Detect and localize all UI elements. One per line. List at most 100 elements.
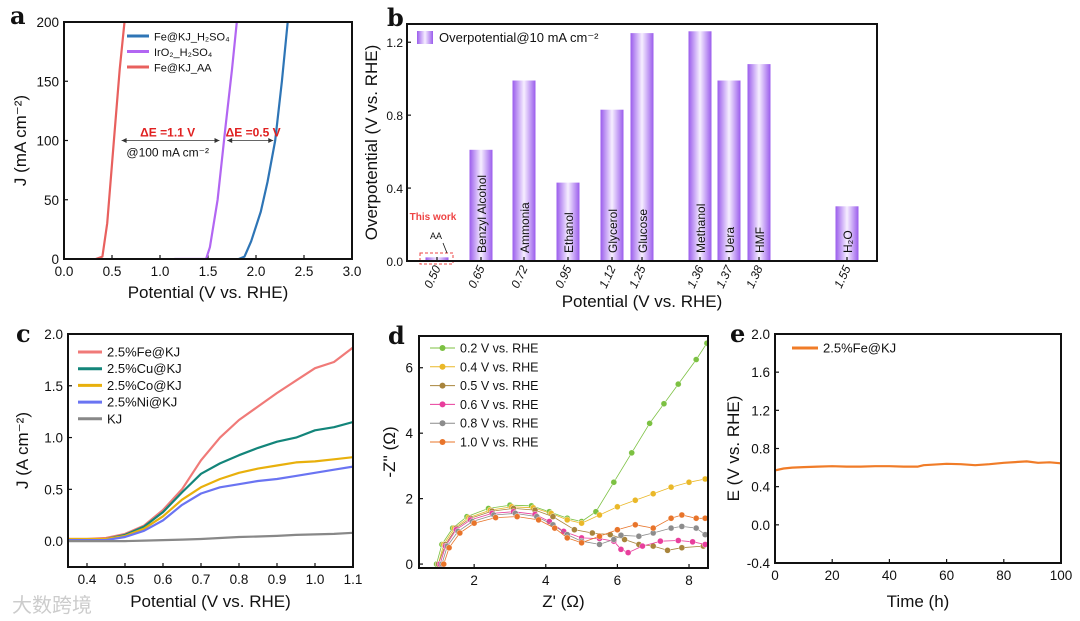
data-point (689, 538, 696, 546)
data-point (703, 339, 708, 347)
bar-0.72 (512, 80, 536, 261)
x-tick-label: 0.9 (268, 572, 287, 587)
data-point (578, 539, 585, 547)
legend-label: 0.6 V vs. RHE (460, 398, 539, 412)
data-point (564, 534, 571, 542)
legend-marker (439, 345, 446, 351)
x-tick-label: 3.0 (343, 264, 362, 279)
y-tick-label: 6 (405, 361, 413, 376)
x-tick-label: 0.95 (552, 263, 575, 290)
data-point (639, 542, 646, 550)
legend-label: Fe@KJ_H₂SO₄ (154, 32, 230, 44)
y-tick-label: 1.2 (386, 36, 403, 50)
plot-area (775, 460, 1061, 472)
legend-label: 2.5%Fe@KJ (823, 341, 896, 356)
bar-name-label: H₂O (841, 230, 855, 253)
data-point (701, 515, 708, 522)
legend-label: 0.4 V vs. RHE (460, 360, 539, 374)
data-point (610, 536, 618, 543)
legend-label: 2.5%Fe@KJ (107, 345, 180, 360)
data-point (692, 524, 700, 532)
y-tick-label: 4 (405, 426, 413, 441)
legend-marker (439, 382, 446, 389)
panel-b: b 0.0 0.4 0.8 1.2 Potential (V vs. RHE) Overpo… (362, 3, 878, 311)
data-point (456, 529, 464, 537)
y-tick-label: 0.5 (44, 482, 63, 497)
panel-e: e -0.4 0.0 0.4 0.8 1.2 1.6 2.0 0 20 40 60 80 100 Time … (724, 319, 1072, 611)
x-tick-label: 6 (614, 573, 622, 588)
panel-letter: e (730, 319, 745, 348)
data-point (621, 536, 628, 543)
x-tick-label: 1.36 (684, 263, 707, 290)
x-tick-label: 0.50 (421, 263, 444, 290)
x-tick-label: 1.0 (306, 572, 325, 587)
data-point (614, 526, 621, 533)
bar-1.36 (688, 31, 712, 261)
legend-label: 2.5%Cu@KJ (107, 361, 182, 376)
x-axis-label: Potential (V vs. RHE) (130, 592, 291, 611)
bar-1.55 (835, 206, 859, 261)
data-point (628, 449, 635, 457)
data-point (685, 479, 693, 486)
bar-name-label: HMF (753, 227, 767, 253)
panel-letter: c (16, 319, 31, 348)
x-tick-label: 0.65 (465, 263, 488, 290)
legend-label: 0.2 V vs. RHE (460, 342, 539, 356)
y-axis-label: J (A cm⁻²) (13, 412, 32, 489)
y-tick-label: 0.0 (751, 518, 770, 533)
plot-area (95, 22, 289, 259)
data-point (678, 544, 686, 551)
legend-label: Fe@KJ_AA (154, 63, 212, 75)
data-point (660, 400, 668, 407)
legend-label: 1.0 V vs. RHE (460, 436, 539, 450)
plot-frame (406, 23, 878, 262)
y-tick-label: 0.8 (386, 109, 403, 123)
legend-label: 0.5 V vs. RHE (460, 379, 539, 393)
y-tick-label: 1.2 (751, 403, 770, 418)
data-point (650, 490, 657, 497)
series-line-0 (775, 460, 1061, 472)
bar-name-label: Uera (723, 227, 737, 253)
data-point (549, 513, 557, 520)
y-tick-label: 200 (36, 15, 59, 30)
plot-frame (63, 21, 353, 260)
data-point (535, 516, 542, 524)
data-point (617, 546, 625, 553)
delta-e-label-1: ΔE =1.1 V (140, 126, 195, 140)
series-line-2 (95, 22, 126, 259)
y-tick-label: 1.5 (44, 379, 63, 394)
data-point (675, 380, 682, 388)
y-axis-label: Overpotential (V vs. RHE) (362, 45, 381, 241)
y-tick-label: 50 (44, 193, 59, 208)
condition-label: @100 mA cm⁻² (126, 146, 209, 160)
series-line-0 (238, 22, 289, 259)
data-point (610, 479, 618, 486)
aa-label: AA (430, 231, 442, 241)
data-point (701, 531, 708, 538)
y-tick-label: -0.4 (747, 556, 771, 571)
x-tick-label: 0.72 (508, 263, 531, 290)
data-point (701, 541, 708, 548)
x-axis-label: Time (h) (887, 592, 950, 611)
data-point (578, 519, 585, 527)
series-line-0 (68, 346, 353, 541)
data-point (571, 526, 578, 533)
x-tick-label: 1.5 (199, 264, 218, 279)
x-tick-label: 0.5 (116, 572, 135, 587)
x-tick-label: 4 (542, 573, 550, 588)
x-tick-label: 1.12 (596, 263, 619, 290)
x-tick-label: 1.37 (713, 262, 736, 290)
data-point (667, 524, 675, 532)
bar-name-label: Ammonia (518, 202, 532, 253)
bar-1.25 (630, 33, 654, 261)
data-point (635, 533, 643, 540)
x-tick-label: 8 (685, 573, 693, 588)
x-axis-label: Potential (V vs. RHE) (128, 283, 289, 302)
x-tick-label: 60 (939, 568, 954, 583)
x-tick-label: 0.0 (55, 264, 74, 279)
bar-name-label: Benzyl Alcohol (475, 175, 489, 253)
data-point (596, 541, 603, 548)
plot-area (425, 31, 859, 261)
x-tick-label: 20 (825, 568, 840, 583)
